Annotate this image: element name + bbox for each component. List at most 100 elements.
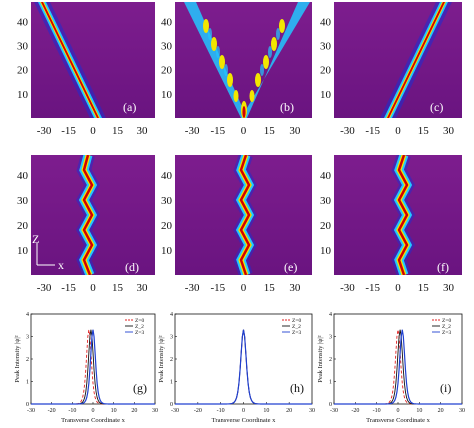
x-tick-label: -30 [340,125,355,137]
axis-z-label: Z [32,232,39,246]
panel-label: (h) [290,381,304,395]
legend-entry: Z=0 [292,318,301,324]
y-tick-label: 0 [329,402,332,408]
y-tick-label: 3 [170,335,173,341]
panel-label: (d) [125,260,139,274]
x-tick-label: 30 [309,408,315,414]
intensity-curve [334,329,462,405]
y-tick-label: 30 [17,41,29,53]
x-tick-label: -30 [340,282,355,294]
y-tick-label: 30 [320,195,332,207]
x-tick-label: 15 [112,125,124,137]
panel-label: (b) [280,100,294,114]
y-axis-title: Peak Intensity |ψ|² [317,335,324,382]
x-axis-title: Transverse Coordinate x [61,417,125,424]
y-tick-label: 30 [320,41,332,53]
x-tick-label: 15 [418,282,430,294]
legend-entry: Z_2 [135,324,144,330]
x-tick-label: -30 [37,282,52,294]
y-tick-label: 10 [161,245,173,257]
y-tick-label: 3 [26,335,29,341]
y-tick-label: 40 [320,16,332,28]
x-tick-label: 30 [136,125,148,137]
y-tick-label: 30 [17,195,29,207]
x-tick-label: -30 [171,408,179,414]
panel-label: (g) [133,381,147,395]
legend-entry: Z=0 [135,318,144,324]
x-tick-label: -15 [210,125,225,137]
x-tick-label: -30 [37,125,52,137]
y-tick-label: 20 [161,220,173,232]
legend-entry: Z=3 [135,330,144,336]
x-axis-title: Transverse Coordinate x [366,417,430,424]
x-tick-label: 0 [395,282,401,294]
y-tick-label: 10 [17,89,29,101]
panel-label: (f) [437,260,449,274]
x-tick-label: 30 [152,408,158,414]
x-tick-label: 15 [264,282,276,294]
x-tick-label: 0 [241,125,247,137]
y-tick-label: 4 [170,312,173,318]
y-tick-label: 2 [170,357,173,363]
x-tick-label: 0 [92,408,95,414]
y-tick-label: 1 [170,380,173,386]
panel-d-heatmap: (d) Z x [31,155,155,275]
legend-entry: Z=3 [292,330,301,336]
line-plot-1: -30 -20 -10 0 10 20 30 0 1 2 3 4 Z=0Z_2Z=3 (h) Transve… [158,312,315,424]
panel-b-heatmap: (b) [175,2,312,118]
y-tick-label: 20 [17,65,29,77]
y-tick-label: 1 [329,380,332,386]
x-tick-label: 15 [418,125,430,137]
axis-indicator [36,243,55,266]
legend-entry: Z_2 [292,324,301,330]
y-tick-label: 10 [161,89,173,101]
y-tick-label: 1 [26,380,29,386]
x-tick-label: -10 [373,408,381,414]
x-tick-label: 15 [264,125,276,137]
y-tick-label: 10 [320,89,332,101]
x-tick-label: 30 [289,125,301,137]
legend-entry: Z=3 [442,330,451,336]
x-tick-label: 30 [443,125,455,137]
x-tick-label: 10 [263,408,269,414]
line-plot-0: -30 -20 -10 0 10 20 30 0 1 2 3 4 Z=0Z_2Z=3 (g) Transve… [14,312,158,424]
x-tick-label: 30 [443,282,455,294]
y-tick-label: 2 [26,357,29,363]
y-tick-label: 20 [161,65,173,77]
x-tick-label: -15 [61,282,76,294]
panel-a-heatmap: (a) [31,2,155,118]
x-tick-label: -20 [351,408,359,414]
y-tick-label: 4 [26,312,29,318]
bottom-row-plots: -30 -20 -10 0 10 20 3001234Z=0Z_2Z=3(g)Transve… [14,312,465,424]
panel-label: (i) [440,381,451,395]
x-tick-label: -15 [210,282,225,294]
x-tick-label: 20 [131,408,137,414]
x-tick-label: 0 [90,125,96,137]
x-tick-label: -10 [68,408,76,414]
x-tick-label: -15 [365,282,380,294]
x-tick-label: -30 [330,408,338,414]
legend-entry: Z_2 [442,324,451,330]
y-axis-title: Peak Intensity |ψ|² [14,335,21,382]
y-tick-label: 40 [17,16,29,28]
x-tick-label: -30 [185,125,200,137]
x-tick-label: -20 [48,408,56,414]
y-tick-label: 20 [320,65,332,77]
y-tick-label: 30 [161,41,173,53]
panel-label: (c) [430,100,443,114]
x-tick-label: -30 [27,408,35,414]
y-tick-label: 10 [320,245,332,257]
y-tick-label: 4 [329,312,332,318]
y-tick-label: 40 [161,16,173,28]
intensity-curve [31,329,155,405]
y-tick-label: 20 [17,220,29,232]
x-tick-label: 20 [286,408,292,414]
x-tick-label: 0 [395,125,401,137]
y-tick-label: 2 [329,357,332,363]
x-tick-label: 10 [416,408,422,414]
x-tick-label: 10 [111,408,117,414]
x-tick-label: -10 [217,408,225,414]
x-tick-label: 15 [112,282,124,294]
panel-c-heatmap: (c) [334,2,462,118]
